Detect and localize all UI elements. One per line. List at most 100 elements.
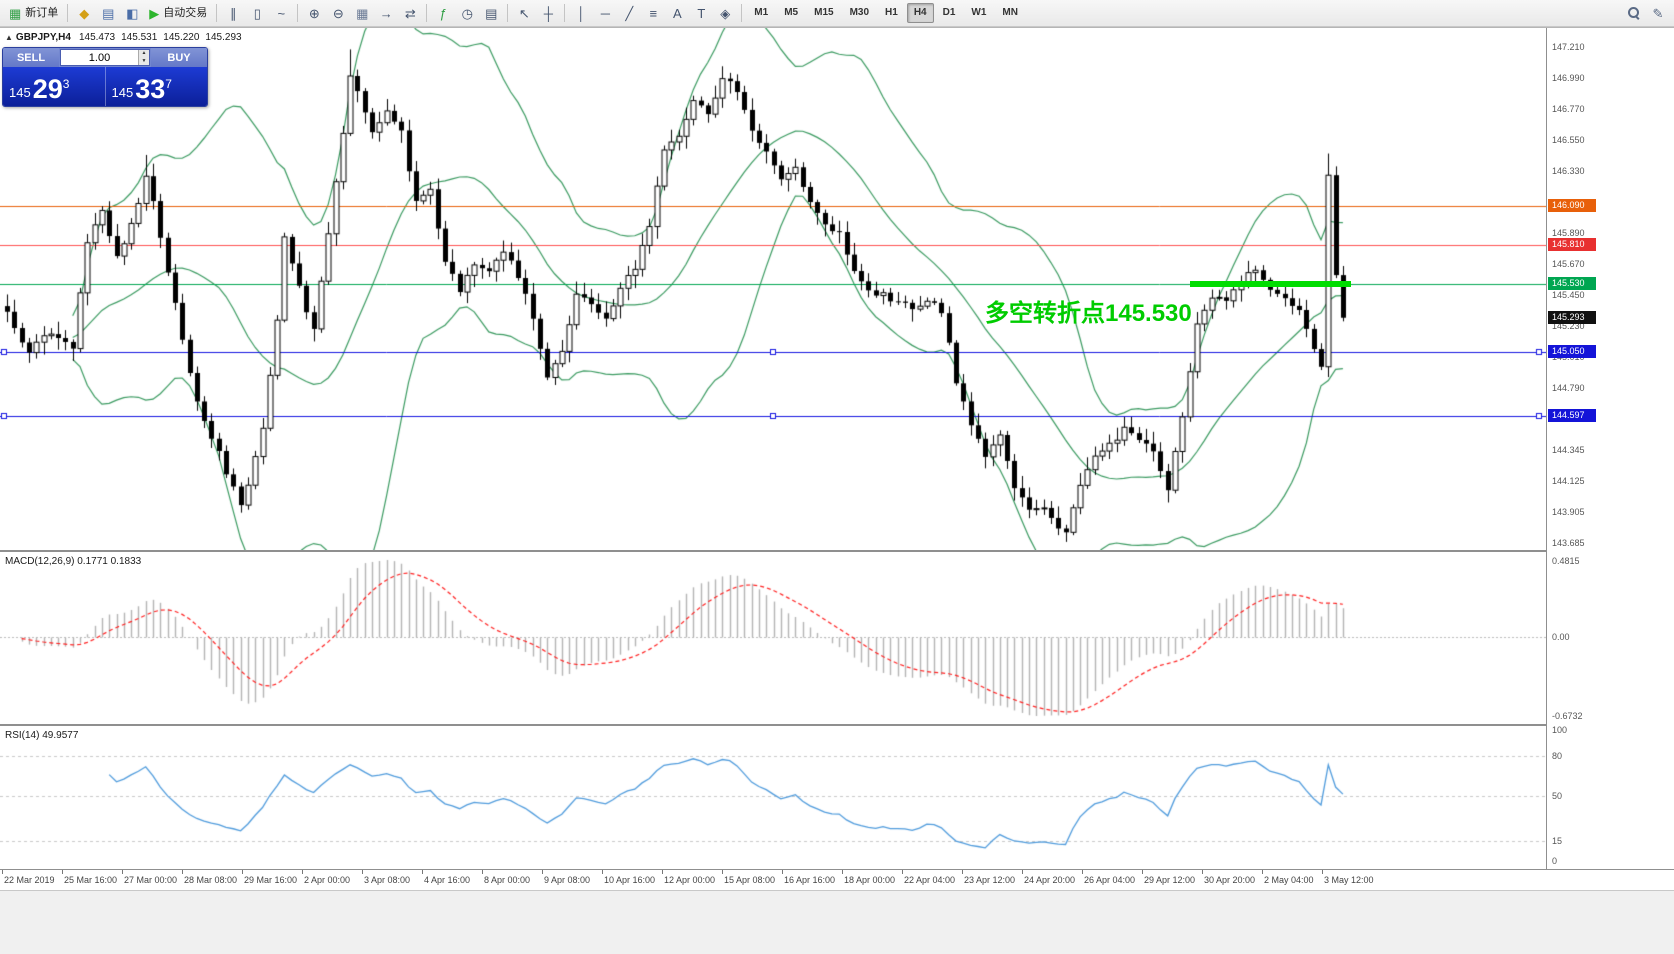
search-button[interactable] <box>1623 2 1645 24</box>
time-axis-label: 29 Apr 12:00 <box>1144 875 1196 885</box>
navigator-button[interactable]: ◧ <box>121 2 143 24</box>
new-order-icon: ▦ <box>9 5 22 21</box>
volume-increase-icon[interactable]: ▲ <box>139 50 149 58</box>
bar-chart-button[interactable]: ∥ <box>222 2 244 24</box>
new-order-button[interactable]: ▦ 新订单 <box>5 2 62 24</box>
toolbar-separator <box>297 4 299 22</box>
trendline-icon: ╱ <box>625 5 634 21</box>
horizontal-line-button[interactable]: ─ <box>594 2 616 24</box>
tile-windows-button[interactable]: ▦ <box>351 2 373 24</box>
timeframe-button-m30[interactable]: M30 <box>849 7 870 18</box>
rsi-axis-label: 0 <box>1552 856 1558 866</box>
pivot-annotation-text[interactable]: 多空转折点145.530 <box>985 300 1192 327</box>
window-bottom-area <box>0 890 1674 954</box>
time-axis-tick <box>1202 870 1203 874</box>
pencil-icon: ✎ <box>1652 5 1664 21</box>
clock-icon: ◷ <box>461 5 473 21</box>
shapes-button[interactable]: ◈ <box>714 2 736 24</box>
text-label-button[interactable]: T <box>690 2 712 24</box>
price-axis-label: 144.790 <box>1552 383 1585 393</box>
volume-input[interactable]: 1.00 ▲ ▼ <box>60 49 150 66</box>
toolbar-separator <box>426 4 428 22</box>
templates-button[interactable]: ▤ <box>480 2 502 24</box>
time-axis-tick <box>1022 870 1023 874</box>
vertical-line-icon: │ <box>577 5 586 21</box>
zoom-in-icon: ⊕ <box>308 5 320 21</box>
volume-stepper[interactable]: ▲ ▼ <box>138 50 149 65</box>
line-chart-button[interactable]: ~ <box>270 2 292 24</box>
price-level-badge: 146.090 <box>1548 199 1596 212</box>
price-chart-canvas[interactable] <box>0 28 1546 550</box>
low-value: 145.220 <box>163 32 200 43</box>
time-axis-label: 2 May 04:00 <box>1264 875 1314 885</box>
time-axis-label: 28 Mar 08:00 <box>184 875 238 885</box>
crosshair-button[interactable]: ┼ <box>537 2 559 24</box>
macd-canvas[interactable] <box>0 552 1546 724</box>
text-button[interactable]: A <box>666 2 688 24</box>
macd-axis-label: 0.4815 <box>1552 556 1580 566</box>
timeframe-button-h4[interactable]: H4 <box>906 3 934 23</box>
time-axis-tick <box>182 870 183 874</box>
timeframe-button-w1[interactable]: W1 <box>971 7 987 18</box>
volume-decrease-icon[interactable]: ▼ <box>139 57 149 65</box>
shapes-icon: ◈ <box>720 5 731 21</box>
data-window-icon: ▤ <box>102 5 115 21</box>
price-axis-label: 144.345 <box>1552 445 1585 455</box>
one-click-toggle-icon[interactable]: ▲ <box>5 33 13 42</box>
buy-price[interactable]: 145 33 7 <box>106 67 208 106</box>
price-axis[interactable]: 147.210 146.990 146.770 146.550 146.330 145.8… <box>1546 28 1674 869</box>
trendline-button[interactable]: ╱ <box>618 2 640 24</box>
time-axis-tick <box>902 870 903 874</box>
crosshair-icon: ┼ <box>543 5 553 21</box>
vertical-line-button[interactable]: │ <box>570 2 592 24</box>
time-axis-tick <box>2 870 3 874</box>
chart-shift-button[interactable]: ⇄ <box>399 2 421 24</box>
rsi-header: RSI(14) 49.9577 <box>5 730 79 741</box>
price-axis-label: 145.670 <box>1552 259 1585 269</box>
timeframe-button-h1[interactable]: H1 <box>885 7 898 18</box>
time-axis-tick <box>482 870 483 874</box>
time-axis[interactable]: 22 Mar 2019 25 Mar 16:00 27 Mar 00:00 28 Ma… <box>0 869 1674 891</box>
time-axis-label: 30 Apr 20:00 <box>1204 875 1256 885</box>
timeframe-button-m1[interactable]: M1 <box>754 7 769 18</box>
text-icon: A <box>672 5 682 21</box>
rsi-panel-divider[interactable] <box>0 724 1674 726</box>
time-axis-tick <box>722 870 723 874</box>
time-axis-tick <box>662 870 663 874</box>
zoom-out-button[interactable]: ⊖ <box>327 2 349 24</box>
periods-button[interactable]: ◷ <box>456 2 478 24</box>
chart-shift-icon: ⇄ <box>404 5 416 21</box>
rsi-canvas[interactable] <box>0 726 1546 869</box>
auto-scroll-button[interactable]: → <box>375 2 397 24</box>
indicators-icon: ƒ <box>439 5 447 21</box>
pivot-highlight-line[interactable] <box>1190 281 1351 287</box>
timeframe-button-mn[interactable]: MN <box>1002 7 1018 18</box>
sell-button[interactable]: SELL <box>3 48 59 67</box>
indicators-button[interactable]: ƒ <box>432 2 454 24</box>
buy-price-sup: 7 <box>165 77 172 91</box>
data-window-button[interactable]: ▤ <box>97 2 119 24</box>
time-axis-tick <box>1262 870 1263 874</box>
bar-chart-icon: ∥ <box>230 5 237 21</box>
autotrading-button[interactable]: ▶ 自动交易 <box>145 2 211 24</box>
timeframe-button-m5[interactable]: M5 <box>784 7 799 18</box>
market-watch-icon: ◆ <box>79 5 90 21</box>
zoom-in-button[interactable]: ⊕ <box>303 2 325 24</box>
timeframe-button-d1[interactable]: D1 <box>942 7 956 18</box>
candle-chart-button[interactable]: ▯ <box>246 2 268 24</box>
cursor-button[interactable]: ↖ <box>513 2 535 24</box>
cursor-icon: ↖ <box>518 5 530 21</box>
time-axis-label: 24 Apr 20:00 <box>1024 875 1076 885</box>
line-chart-icon: ~ <box>277 5 286 21</box>
time-axis-tick <box>602 870 603 874</box>
timeframe-button-m15[interactable]: M15 <box>814 7 834 18</box>
time-axis-label: 3 Apr 08:00 <box>364 875 411 885</box>
fibonacci-button[interactable]: ≡ <box>642 2 664 24</box>
buy-button[interactable]: BUY <box>151 48 207 67</box>
quick-edit-button[interactable]: ✎ <box>1647 2 1669 24</box>
macd-panel-divider[interactable] <box>0 550 1674 552</box>
market-watch-button[interactable]: ◆ <box>73 2 95 24</box>
time-axis-tick <box>962 870 963 874</box>
sell-price[interactable]: 145 29 3 <box>3 67 106 106</box>
time-axis-label: 22 Mar 2019 <box>4 875 55 885</box>
